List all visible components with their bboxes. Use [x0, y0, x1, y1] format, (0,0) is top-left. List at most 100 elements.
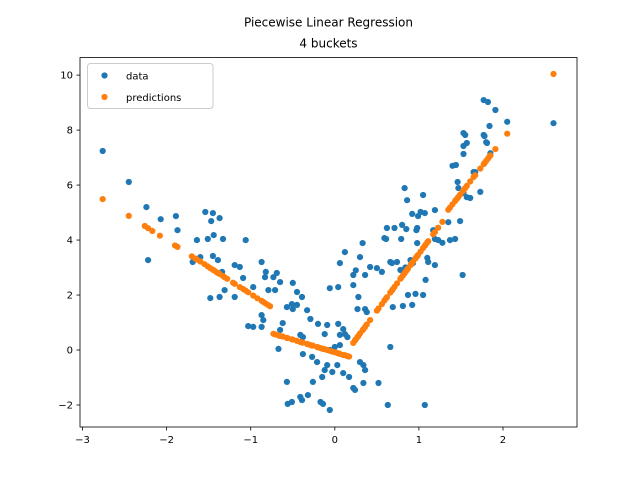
data-point: [240, 274, 247, 282]
prediction-point: [245, 289, 252, 296]
x-tick-label: −1: [243, 435, 258, 446]
data-point: [293, 288, 301, 296]
data-point: [219, 235, 227, 243]
data-point: [262, 268, 269, 275]
data-series: [99, 97, 557, 414]
data-point: [375, 379, 382, 387]
data-point: [391, 224, 398, 232]
data-point: [388, 260, 396, 267]
data-point: [304, 307, 311, 314]
data-point: [324, 321, 331, 329]
prediction-point: [383, 294, 390, 301]
data-point: [245, 323, 252, 330]
data-point: [462, 131, 469, 139]
data-point: [270, 274, 277, 281]
prediction-point: [435, 224, 442, 231]
plot-frame: [79, 57, 578, 428]
axis-ticks: −3 −2 −1 0 1 2 −2 0 2 4 6 8 10: [58, 71, 506, 446]
data-point: [236, 263, 243, 271]
data-point: [459, 271, 466, 279]
data-point: [329, 368, 336, 376]
data-point: [367, 263, 374, 271]
data-point: [172, 213, 179, 220]
data-point: [214, 257, 221, 264]
data-point: [335, 320, 342, 327]
data-point: [350, 282, 357, 289]
prediction-point: [467, 178, 474, 185]
data-point: [174, 227, 181, 234]
data-point: [360, 362, 367, 369]
data-point: [340, 370, 347, 377]
data-point: [260, 317, 267, 324]
data-point: [550, 120, 557, 127]
data-point: [314, 320, 322, 327]
data-point: [321, 367, 328, 374]
data-point: [383, 224, 390, 232]
data-point: [326, 285, 333, 292]
data-point: [484, 98, 491, 106]
data-point: [319, 400, 327, 407]
prediction-point: [363, 321, 370, 328]
data-point: [307, 315, 314, 323]
prediction-point: [425, 238, 432, 245]
data-point: [298, 293, 306, 301]
data-point: [336, 331, 343, 338]
data-point: [409, 301, 416, 308]
data-point: [412, 290, 419, 297]
data-point: [378, 268, 385, 275]
data-point: [209, 252, 216, 260]
data-point: [273, 269, 280, 277]
data-point: [143, 204, 150, 211]
data-point: [261, 274, 269, 281]
data-point: [272, 287, 279, 294]
data-point: [125, 178, 132, 186]
x-tick-label: −2: [159, 435, 174, 446]
data-point: [467, 194, 474, 202]
data-point: [202, 208, 209, 216]
y-tick-label: 4: [67, 236, 73, 247]
data-point: [389, 304, 396, 311]
data-point: [483, 139, 491, 147]
data-point: [216, 215, 223, 222]
data-point: [309, 378, 316, 385]
data-point: [293, 301, 301, 308]
y-tick-label: 2: [67, 291, 73, 302]
data-point: [414, 240, 421, 247]
data-point: [344, 334, 351, 341]
predictions-series: [99, 70, 557, 360]
chart-subtitle: 4 buckets: [299, 37, 357, 51]
prediction-point: [346, 353, 353, 360]
data-point: [414, 224, 421, 232]
data-point: [446, 237, 454, 244]
prediction-point: [439, 218, 446, 225]
data-point: [335, 284, 342, 291]
data-point: [445, 219, 452, 226]
data-point: [359, 240, 366, 247]
data-point: [341, 249, 348, 256]
prediction-point: [487, 152, 494, 159]
data-point: [354, 306, 361, 313]
data-point: [204, 235, 211, 243]
data-point: [431, 207, 438, 214]
prediction-point: [504, 130, 511, 137]
data-point: [250, 323, 257, 330]
data-point: [298, 397, 306, 404]
data-point: [324, 362, 331, 369]
data-point: [397, 266, 404, 274]
data-point: [309, 353, 316, 360]
prediction-point: [393, 280, 401, 287]
data-point: [452, 235, 459, 243]
data-point: [283, 378, 290, 385]
data-point: [452, 161, 459, 169]
chart-title: Piecewise Linear Regression: [244, 16, 413, 30]
data-point: [321, 331, 328, 338]
data-point: [421, 401, 428, 409]
scatter-series: [99, 70, 557, 414]
data-point: [404, 291, 412, 299]
data-point: [421, 210, 428, 217]
data-point: [157, 216, 164, 223]
prediction-point: [224, 275, 231, 282]
data-point: [431, 262, 438, 269]
data-point: [403, 226, 410, 233]
data-point: [258, 323, 265, 330]
